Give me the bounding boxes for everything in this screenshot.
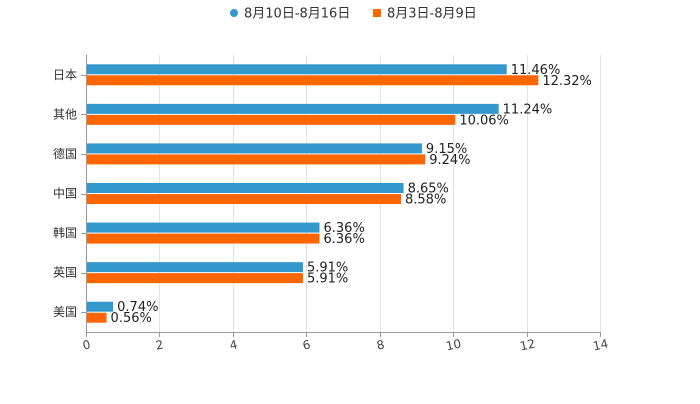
legend-label: 8月10日-8月16日 (244, 7, 350, 22)
x-tick-label: 0 (81, 337, 91, 352)
data-label: 9.15% (426, 142, 467, 157)
bar (87, 262, 303, 273)
bar (87, 143, 422, 154)
data-label: 8.58% (405, 193, 446, 208)
x-tick-label: 6 (301, 337, 311, 352)
data-label: 0.56% (111, 311, 152, 326)
legend-label: 8月3日-8月9日 (387, 7, 477, 22)
legend-marker-square (373, 9, 381, 17)
bar (87, 222, 320, 233)
bar (87, 103, 499, 114)
y-category-label: 其他 (53, 107, 77, 121)
x-tick-label: 4 (228, 337, 238, 352)
bar (87, 194, 402, 204)
bar (87, 301, 114, 312)
bar (87, 75, 539, 86)
x-tick-label: 12 (519, 337, 537, 354)
y-category-label: 中国 (53, 186, 77, 201)
y-category-label: 英国 (53, 266, 77, 280)
data-label: 5.91% (307, 261, 348, 276)
data-label: 11.24% (503, 102, 553, 117)
bar (87, 233, 320, 244)
bar (87, 183, 404, 193)
x-tick-label: 8 (375, 337, 385, 352)
data-label: 5.91% (307, 272, 348, 287)
x-tick-label: 10 (445, 337, 463, 354)
y-category-label: 韩国 (53, 225, 77, 240)
bar (87, 114, 456, 125)
x-tick-label: 2 (154, 337, 164, 352)
data-label: 12.32% (542, 74, 592, 89)
y-category-label: 德国 (53, 146, 77, 161)
data-label: 10.06% (459, 113, 509, 128)
x-tick-label: 14 (592, 337, 610, 354)
y-category-label: 美国 (53, 305, 77, 319)
data-label: 11.46% (511, 63, 561, 78)
bar (87, 154, 426, 165)
data-label: 0.74% (117, 300, 158, 315)
bar (87, 64, 507, 75)
bar (87, 273, 303, 284)
data-label: 6.36% (324, 232, 365, 247)
data-label: 8.65% (408, 182, 449, 197)
y-category-label: 日本 (53, 68, 77, 82)
legend-marker-circle (230, 9, 238, 17)
data-label: 9.24% (429, 153, 470, 168)
data-label: 6.36% (324, 221, 365, 236)
bar (87, 312, 107, 323)
